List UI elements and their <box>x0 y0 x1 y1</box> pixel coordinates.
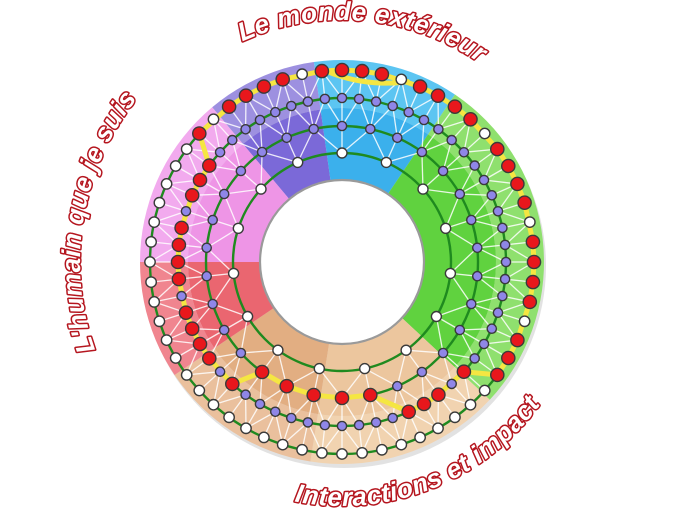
svg-text:Le monde extérieur: Le monde extérieur <box>233 0 494 69</box>
svg-text:L'humain que je suis: L'humain que je suis <box>56 84 142 357</box>
